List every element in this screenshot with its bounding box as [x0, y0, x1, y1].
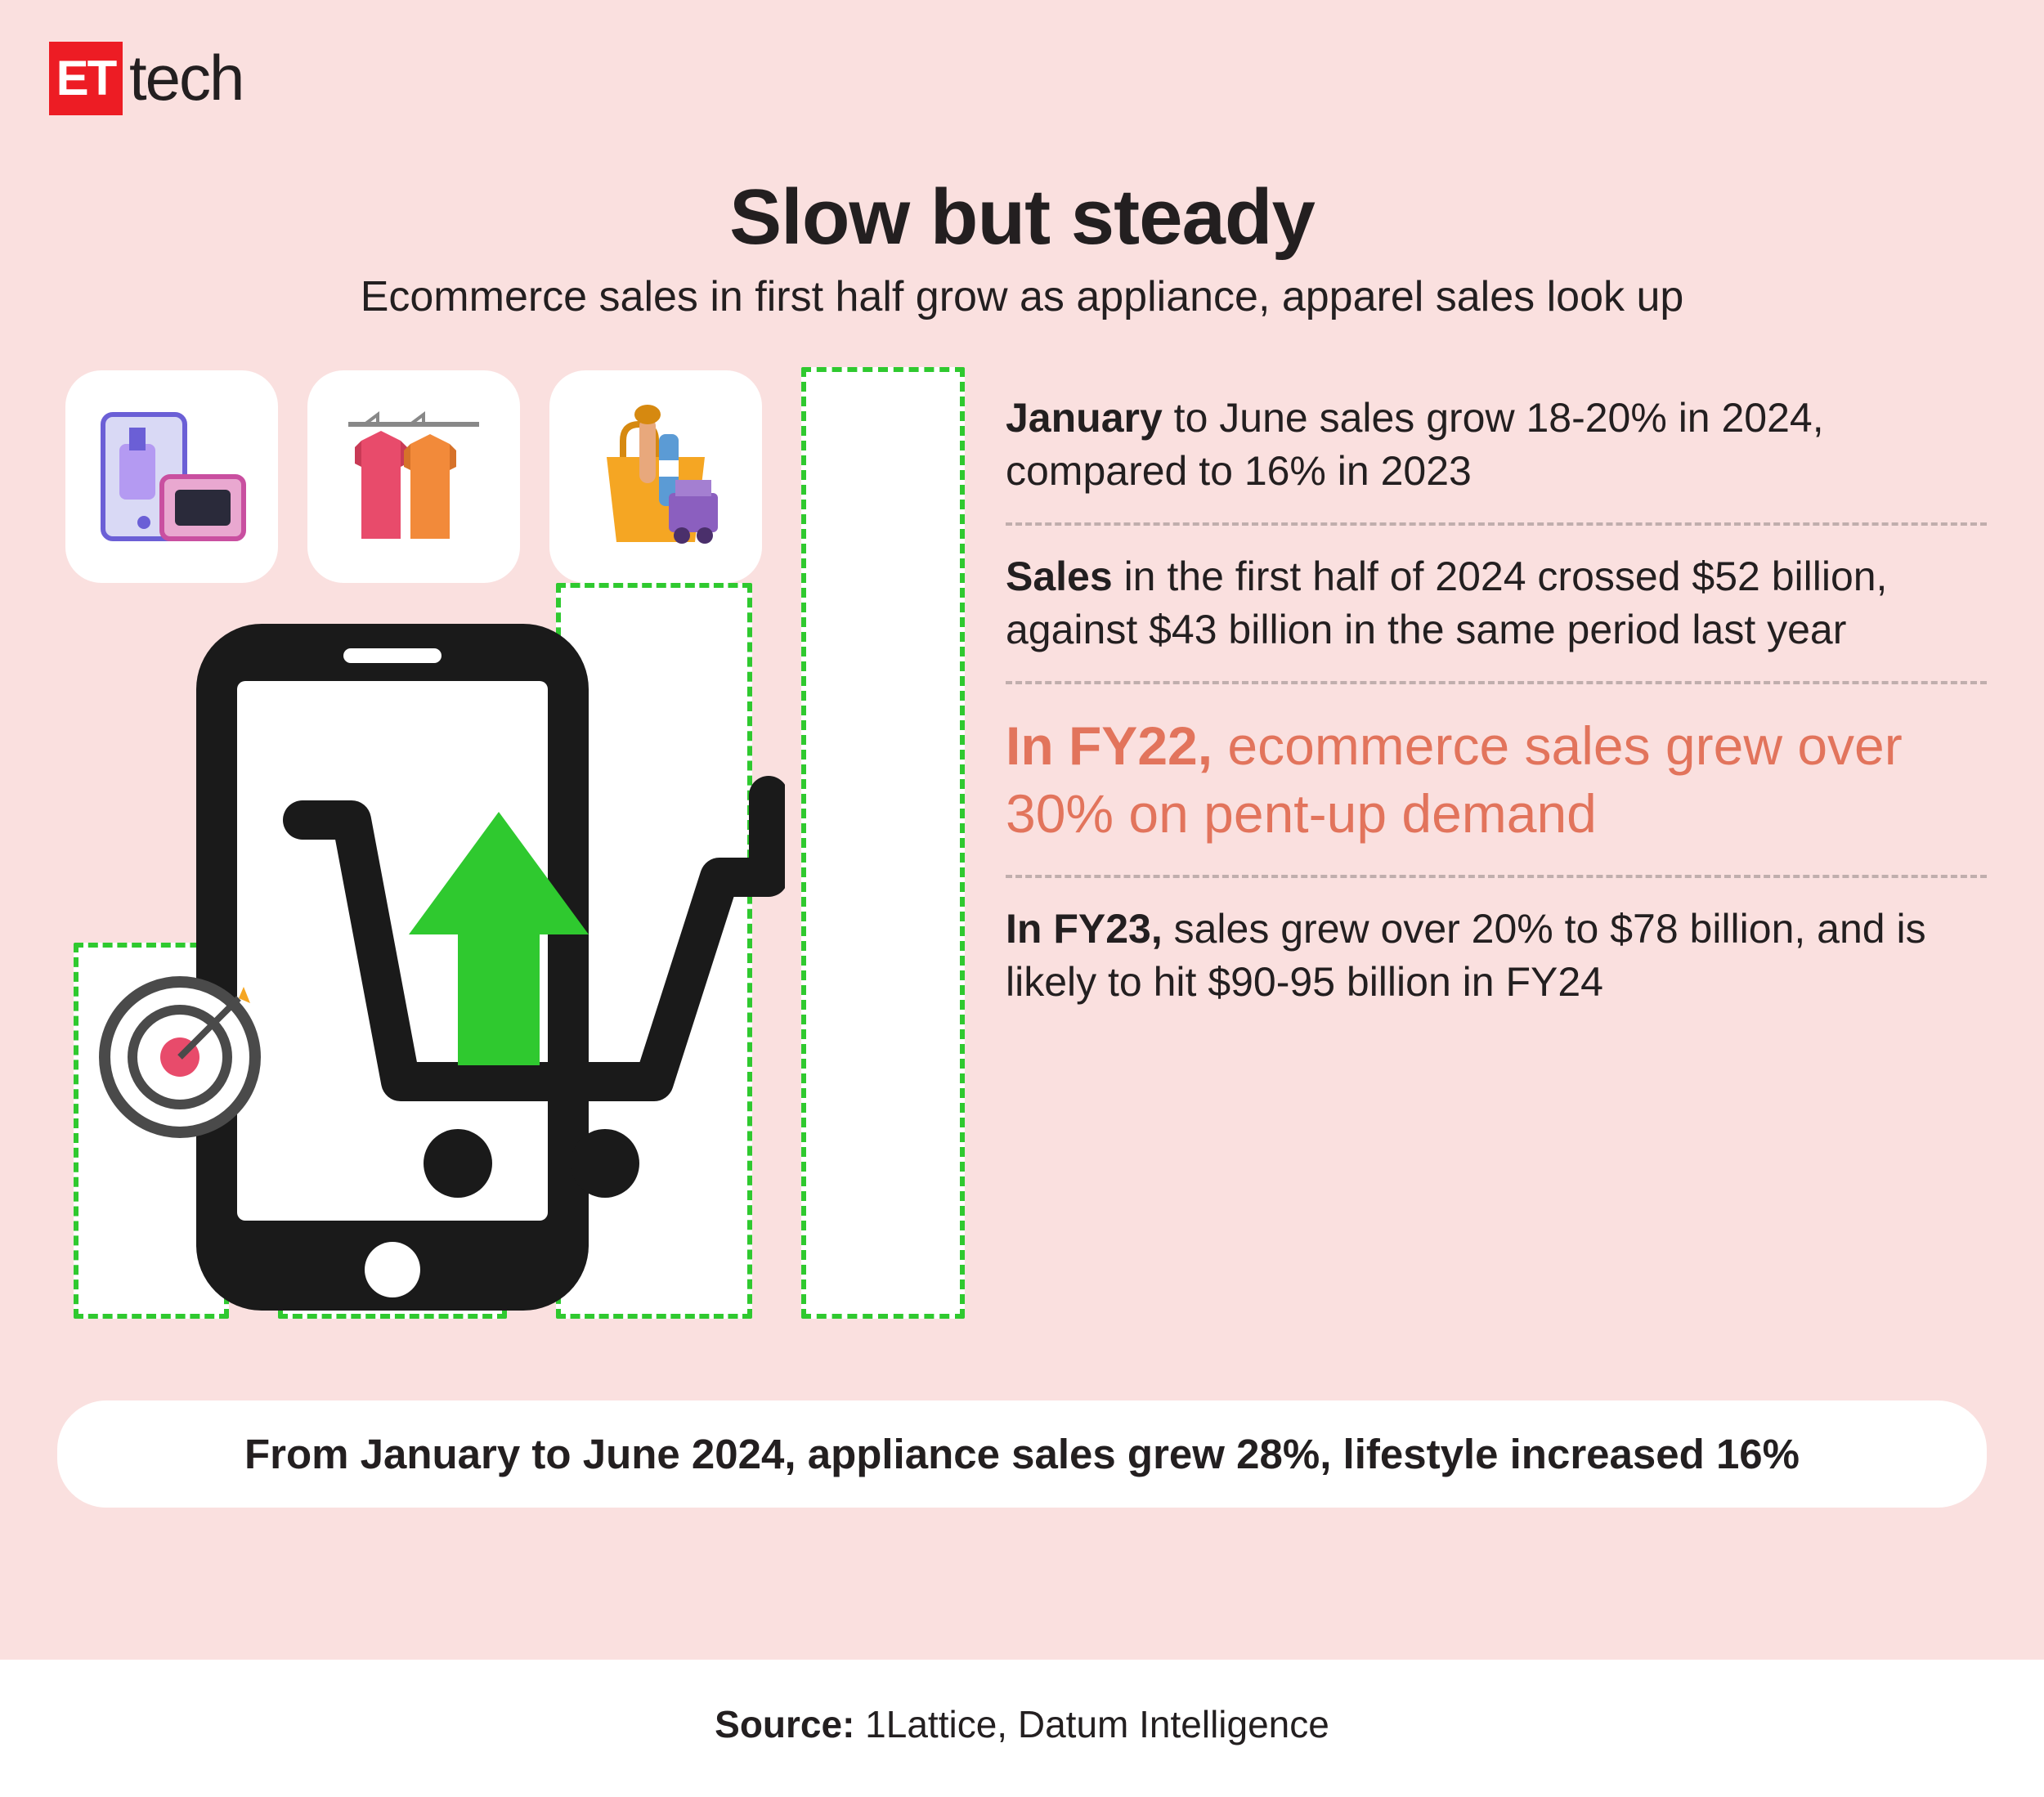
divider	[1006, 681, 1987, 684]
main-panel: ET tech Slow but steady Ecommerce sales …	[0, 0, 2044, 1660]
target-icon	[98, 975, 262, 1139]
category-cards	[65, 370, 762, 583]
fact-1: January to June sales grow 18-20% in 202…	[1006, 370, 1987, 519]
appliances-icon	[65, 370, 278, 583]
grocery-icon	[549, 370, 762, 583]
facts-column: January to June sales grow 18-20% in 202…	[1006, 370, 1995, 1351]
infographic-root: ET tech Slow but steady Ecommerce sales …	[0, 0, 2044, 1797]
fact-2-bold: Sales	[1006, 553, 1113, 599]
logo-text: tech	[129, 41, 243, 115]
fact-4: In FY23, sales grew over 20% to $78 bill…	[1006, 881, 1987, 1030]
apparel-icon	[307, 370, 520, 583]
page-title: Slow but steady	[49, 173, 1995, 262]
source-value: 1Lattice, Datum Intelligence	[854, 1703, 1329, 1745]
fact-1-bold: January	[1006, 395, 1163, 441]
fact-2-text: in the first half of 2024 crossed $52 bi…	[1006, 553, 1887, 652]
divider	[1006, 522, 1987, 526]
illustration-column	[49, 370, 965, 1351]
page-subtitle: Ecommerce sales in first half grow as ap…	[49, 272, 1995, 321]
fact-highlight: In FY22, ecommerce sales grew over 30% o…	[1006, 688, 1987, 872]
content-row: January to June sales grow 18-20% in 202…	[49, 370, 1995, 1351]
brand-logo: ET tech	[49, 41, 1995, 115]
source-line: Source: 1Lattice, Datum Intelligence	[0, 1660, 2044, 1746]
summary-pill: From January to June 2024, appliance sal…	[57, 1400, 1987, 1508]
divider	[1006, 875, 1987, 878]
fact-highlight-bold: In FY22,	[1006, 715, 1213, 776]
source-label: Source:	[715, 1703, 854, 1745]
logo-badge: ET	[49, 42, 123, 115]
fact-4-bold: In FY23,	[1006, 906, 1163, 952]
fact-2: Sales in the first half of 2024 crossed …	[1006, 529, 1987, 678]
bar-4	[801, 367, 965, 1319]
